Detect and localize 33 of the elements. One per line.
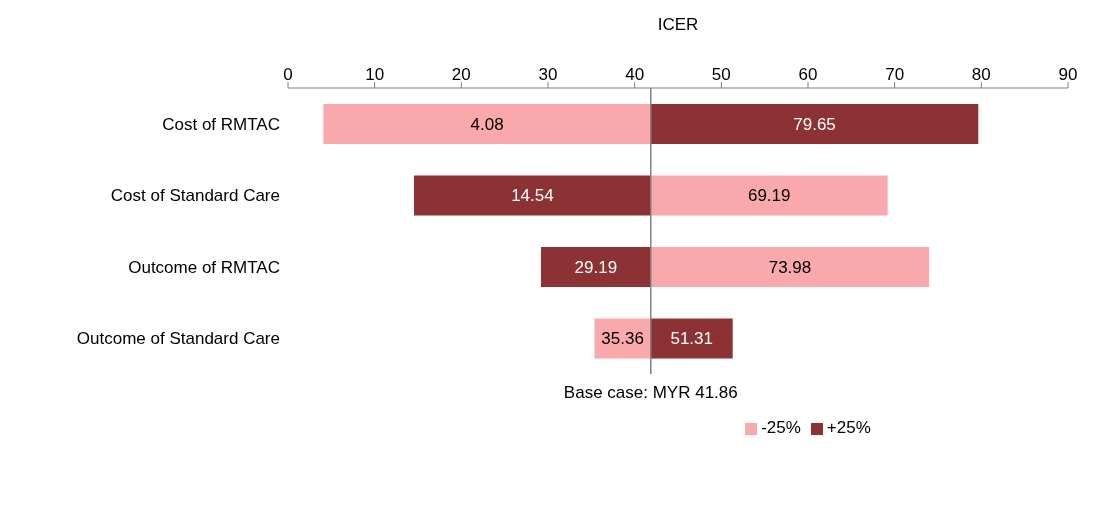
x-tick-label: 10 bbox=[365, 65, 385, 84]
y-tick-label: Outcome of RMTAC bbox=[128, 257, 280, 277]
legend-label: -25% bbox=[761, 418, 801, 437]
bar bbox=[650, 175, 888, 216]
data-label: 29.19 bbox=[574, 257, 618, 277]
y-tick-label: Outcome of Standard Care bbox=[76, 329, 280, 349]
data-label: 4.08 bbox=[470, 114, 504, 134]
bar bbox=[650, 247, 930, 287]
x-tick-label: 0 bbox=[283, 65, 293, 84]
x-tick-label: 60 bbox=[798, 65, 818, 84]
y-tick-label: Cost of RMTAC bbox=[162, 114, 280, 134]
data-label: 14.54 bbox=[511, 186, 554, 205]
ref-line-label: Base case: MYR 41.86 bbox=[563, 383, 738, 403]
x-tick-label: 50 bbox=[711, 65, 731, 84]
legend-label: +25% bbox=[826, 418, 871, 437]
bar bbox=[323, 104, 651, 144]
bar bbox=[650, 104, 979, 144]
x-tick-label: 90 bbox=[1058, 65, 1078, 84]
data-label: 73.98 bbox=[768, 257, 812, 277]
data-label: 35.36 bbox=[601, 329, 644, 348]
data-label: 69.19 bbox=[747, 186, 791, 205]
data-label: 79.65 bbox=[793, 114, 836, 134]
data-label: 51.31 bbox=[670, 329, 714, 348]
x-axis-title: ICER bbox=[657, 15, 699, 35]
bar bbox=[414, 175, 651, 216]
x-tick-label: 40 bbox=[625, 65, 645, 84]
y-tick-label: Cost of Standard Care bbox=[110, 186, 280, 206]
bar bbox=[540, 247, 651, 287]
x-tick-label: 70 bbox=[885, 65, 905, 84]
bar bbox=[650, 318, 733, 359]
x-tick-label: 80 bbox=[971, 65, 991, 84]
x-tick-label: 30 bbox=[538, 65, 558, 84]
x-tick-label: 20 bbox=[451, 65, 471, 84]
